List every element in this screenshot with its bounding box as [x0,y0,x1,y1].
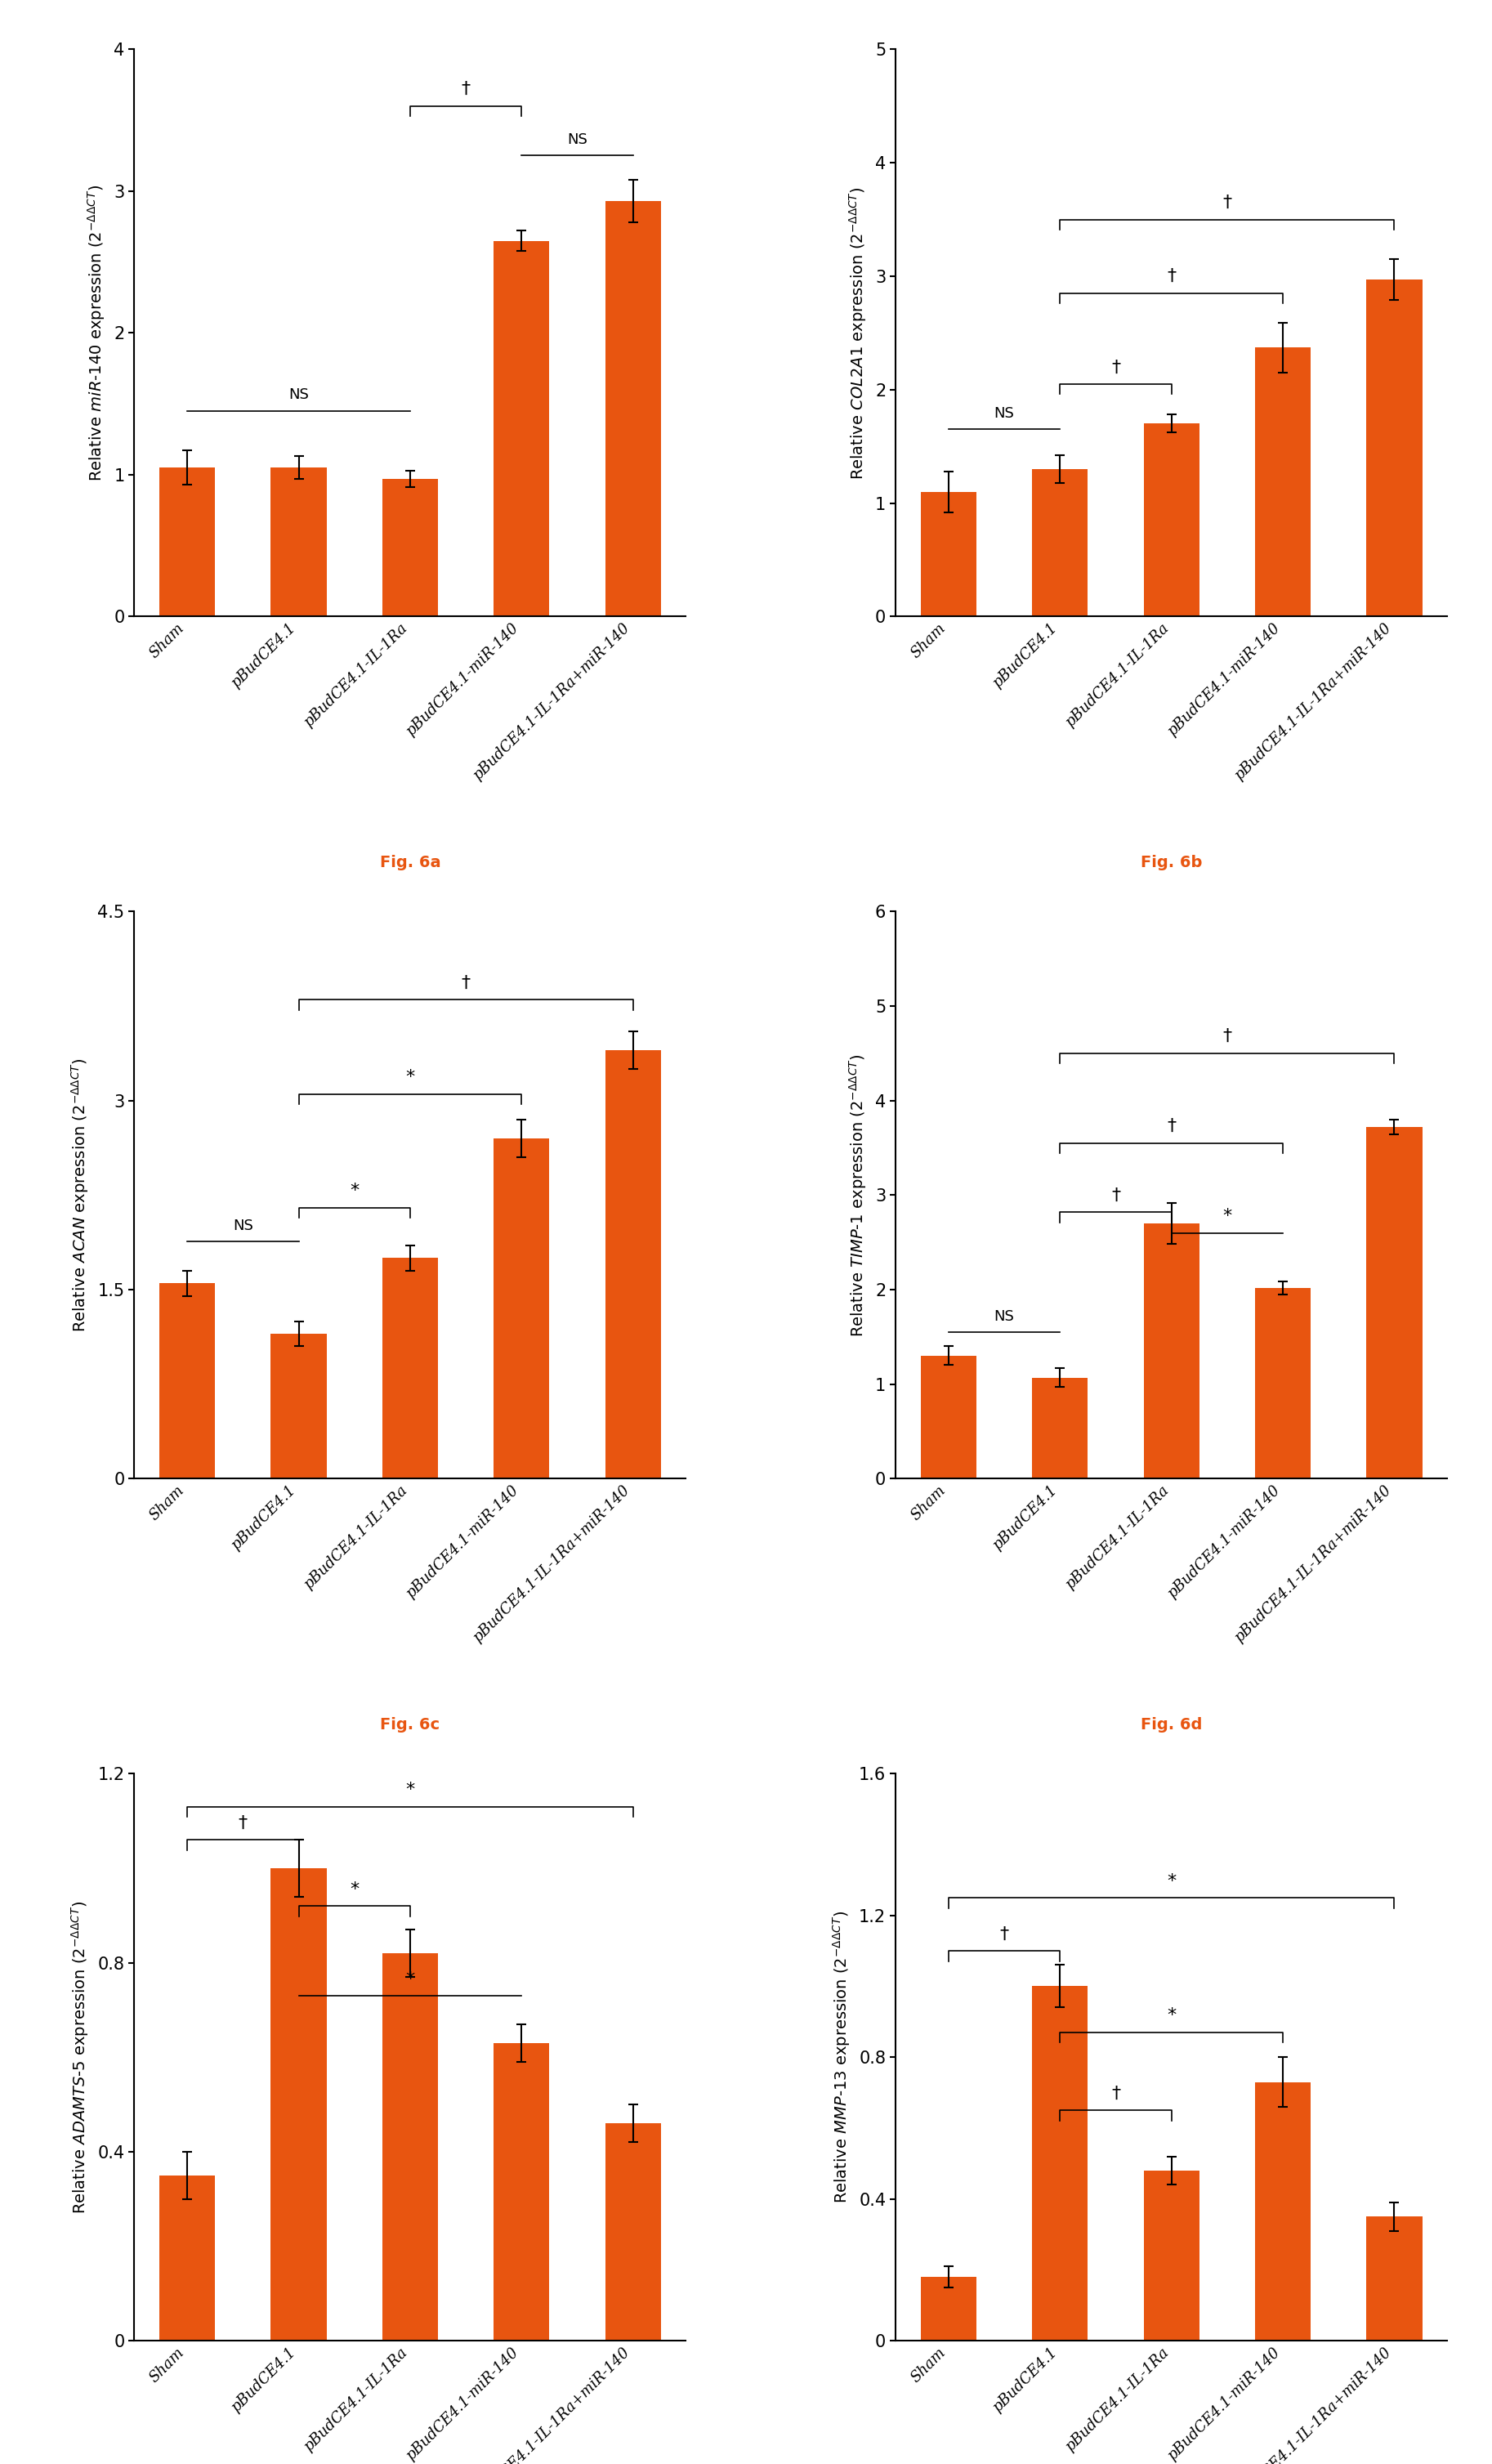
Text: †: † [461,81,470,99]
Bar [1032,1986,1088,2341]
Text: NS: NS [288,387,309,402]
Bar [1367,1126,1422,1478]
Y-axis label: Relative $\mathit{miR}$-$\mathit{140}$ expression (2$^{-\Delta\Delta CT}$): Relative $\mathit{miR}$-$\mathit{140}$ e… [87,185,107,480]
Y-axis label: Relative $\mathit{TIMP}$-$\mathit{1}$ expression (2$^{-\Delta\Delta CT}$): Relative $\mathit{TIMP}$-$\mathit{1}$ ex… [847,1055,868,1335]
Text: Fig. 6b: Fig. 6b [1140,855,1203,870]
Y-axis label: Relative $\mathit{MMP}$-$\mathit{13}$ expression (2$^{-\Delta\Delta CT}$): Relative $\mathit{MMP}$-$\mathit{13}$ ex… [831,1912,852,2203]
Bar [272,1333,327,1478]
Bar [160,468,215,616]
Text: †: † [1167,1119,1176,1133]
Text: *: * [1167,1873,1176,1890]
Bar [1143,2171,1200,2341]
Text: NS: NS [994,407,1015,421]
Bar [921,1355,976,1478]
Text: †: † [1222,1027,1232,1045]
Text: *: * [406,1781,415,1799]
Bar [494,241,549,616]
Bar [1143,1225,1200,1478]
Text: *: * [349,1880,360,1897]
Bar [382,1259,439,1478]
Bar [1255,2082,1310,2341]
Y-axis label: Relative $\mathit{COL2A1}$ expression (2$^{-\Delta\Delta CT}$): Relative $\mathit{COL2A1}$ expression (2… [847,187,868,480]
Bar [606,202,661,616]
Text: Fig. 6c: Fig. 6c [380,1717,440,1732]
Bar [921,2277,976,2341]
Text: *: * [349,1183,360,1200]
Bar [382,1954,439,2341]
Bar [1255,1289,1310,1478]
Text: Fig. 6a: Fig. 6a [379,855,440,870]
Bar [606,2124,661,2341]
Y-axis label: Relative $\mathit{ACAN}$ expression (2$^{-\Delta\Delta CT}$): Relative $\mathit{ACAN}$ expression (2$^… [70,1057,91,1333]
Bar [494,1138,549,1478]
Text: *: * [1222,1207,1232,1225]
Text: †: † [1167,269,1176,286]
Y-axis label: Relative $\mathit{ADAMTS}$-$\mathit{5}$ expression (2$^{-\Delta\Delta CT}$): Relative $\mathit{ADAMTS}$-$\mathit{5}$ … [70,1900,91,2213]
Bar [1032,468,1088,616]
Bar [921,493,976,616]
Text: Fig. 6d: Fig. 6d [1140,1717,1203,1732]
Bar [382,478,439,616]
Text: †: † [1222,195,1232,212]
Text: NS: NS [567,133,588,148]
Bar [272,1868,327,2341]
Text: NS: NS [994,1308,1015,1323]
Text: †: † [1112,360,1120,375]
Bar [494,2043,549,2341]
Text: †: † [1000,1927,1009,1942]
Text: *: * [1167,2008,1176,2023]
Bar [160,1284,215,1478]
Text: †: † [1112,2085,1120,2102]
Bar [1143,424,1200,616]
Bar [1255,347,1310,616]
Bar [272,468,327,616]
Bar [1367,2218,1422,2341]
Text: NS: NS [233,1220,254,1232]
Text: *: * [406,1069,415,1087]
Text: †: † [461,976,470,991]
Text: †: † [239,1816,248,1831]
Bar [1032,1377,1088,1478]
Text: *: * [406,1971,415,1988]
Bar [160,2176,215,2341]
Bar [1367,278,1422,616]
Text: †: † [1112,1188,1120,1202]
Bar [606,1050,661,1478]
